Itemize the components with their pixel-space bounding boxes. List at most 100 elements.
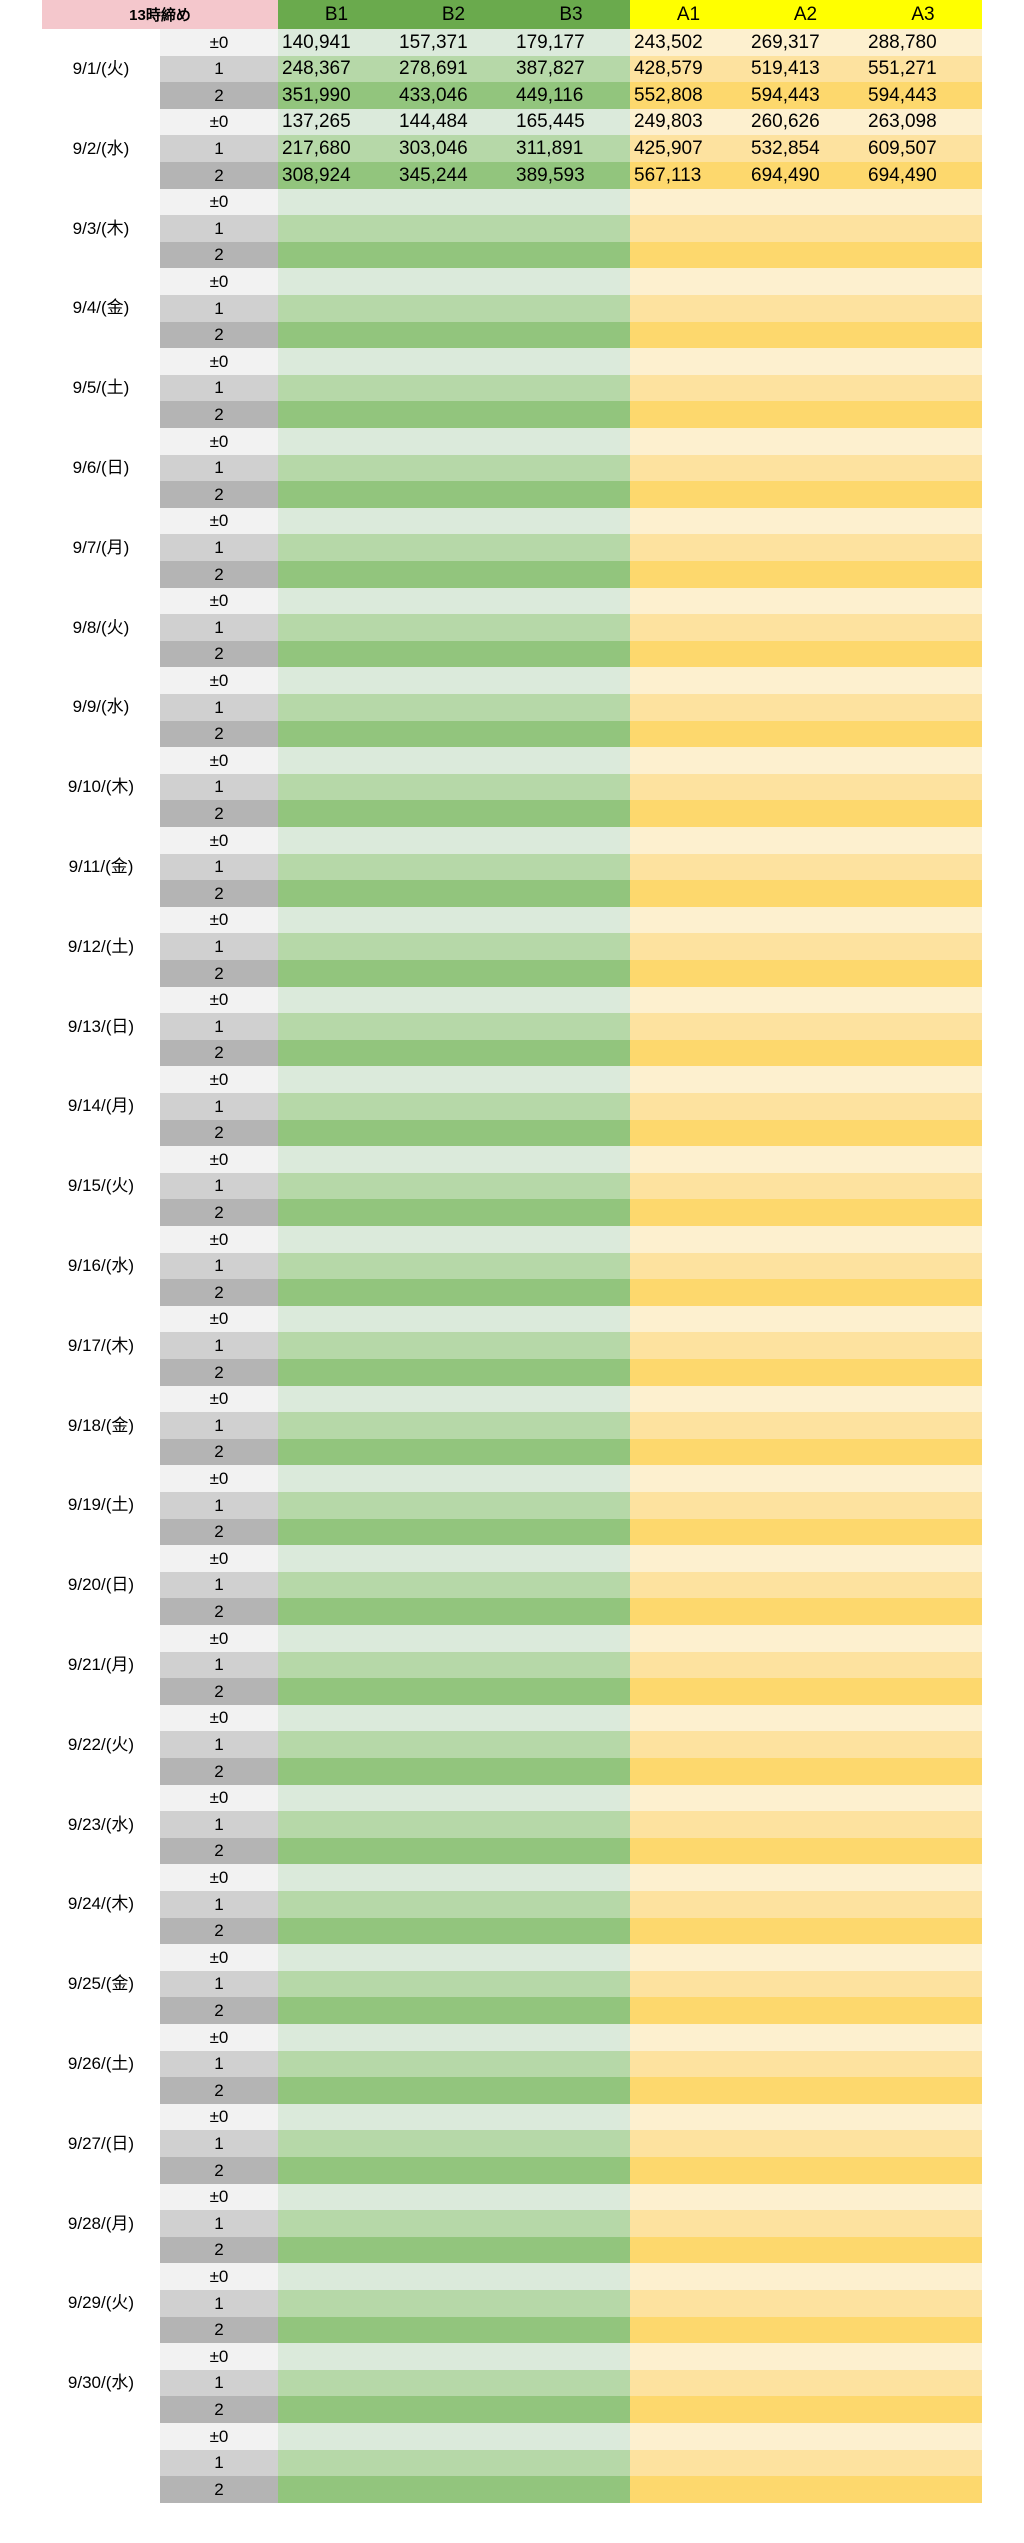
data-cell-a2[interactable] xyxy=(747,455,864,482)
data-cell-a1[interactable] xyxy=(630,1226,747,1253)
data-cell-b3[interactable] xyxy=(512,1492,629,1519)
data-cell-a2[interactable] xyxy=(747,1678,864,1705)
data-cell-a1[interactable] xyxy=(630,348,747,375)
data-cell-a1[interactable] xyxy=(630,1731,747,1758)
data-cell-a2[interactable] xyxy=(747,2024,864,2051)
data-cell-a2[interactable] xyxy=(747,428,864,455)
data-cell-a2[interactable] xyxy=(747,2263,864,2290)
data-cell-b1[interactable] xyxy=(278,1918,395,1945)
data-cell-b3[interactable] xyxy=(512,1971,629,1998)
data-cell-b1[interactable] xyxy=(278,721,395,748)
data-cell-b1[interactable] xyxy=(278,1279,395,1306)
date-label[interactable]: 9/18/(金) xyxy=(67,1415,135,1435)
offset-cell[interactable]: 1 xyxy=(160,135,278,163)
data-cell-a1[interactable] xyxy=(630,2024,747,2051)
data-cell-b2[interactable] xyxy=(395,933,512,960)
offset-cell[interactable]: 2 xyxy=(160,1199,278,1227)
offset-cell[interactable]: 2 xyxy=(160,1917,278,1945)
data-cell-b3[interactable] xyxy=(512,2423,629,2450)
data-cell-a1[interactable] xyxy=(630,880,747,907)
offset-cell[interactable]: ±0 xyxy=(160,1226,278,1253)
data-cell-a2[interactable] xyxy=(747,1093,864,1120)
data-cell-a2[interactable] xyxy=(747,1918,864,1945)
data-cell-b2[interactable]: 433,046 xyxy=(399,84,468,106)
data-cell-b1[interactable] xyxy=(278,933,395,960)
data-cell-b2[interactable] xyxy=(395,561,512,588)
data-cell-b2[interactable] xyxy=(395,481,512,508)
data-cell-b2[interactable] xyxy=(395,1625,512,1652)
data-cell-a3[interactable] xyxy=(864,2317,981,2344)
data-cell-a3[interactable] xyxy=(864,2184,981,2211)
data-cell-a2[interactable] xyxy=(747,880,864,907)
data-cell-b1[interactable] xyxy=(278,2450,395,2477)
data-cell-b3[interactable] xyxy=(512,1066,629,1093)
data-cell-b1[interactable] xyxy=(278,1173,395,1200)
data-cell-a3[interactable]: 263,098 xyxy=(868,111,937,133)
data-cell-b3[interactable] xyxy=(512,1040,629,1067)
data-cell-b2[interactable] xyxy=(395,1731,512,1758)
data-cell-b1[interactable] xyxy=(278,1040,395,1067)
data-cell-a3[interactable] xyxy=(864,534,981,561)
data-cell-a3[interactable] xyxy=(864,1386,981,1413)
data-cell-b3[interactable] xyxy=(512,1838,629,1865)
data-cell-a3[interactable] xyxy=(864,1997,981,2024)
data-cell-a2[interactable] xyxy=(747,1040,864,1067)
data-cell-a3[interactable] xyxy=(864,401,981,428)
data-cell-b1[interactable] xyxy=(278,1253,395,1280)
data-cell-b1[interactable] xyxy=(278,667,395,694)
offset-cell[interactable]: 1 xyxy=(160,215,278,243)
data-cell-a3[interactable] xyxy=(864,1785,981,1812)
data-cell-a3[interactable] xyxy=(864,1891,981,1918)
data-cell-b1[interactable] xyxy=(278,508,395,535)
data-cell-b3[interactable] xyxy=(512,1359,629,1386)
offset-cell[interactable]: 2 xyxy=(160,1279,278,1307)
data-cell-a3[interactable] xyxy=(864,854,981,881)
data-cell-b2[interactable] xyxy=(395,854,512,881)
data-cell-a2[interactable] xyxy=(747,2423,864,2450)
data-cell-b3[interactable]: 387,827 xyxy=(516,58,585,80)
column-header-a1[interactable]: A1 xyxy=(630,0,747,29)
data-cell-b3[interactable] xyxy=(512,2290,629,2317)
data-cell-a1[interactable] xyxy=(630,1093,747,1120)
data-cell-a2[interactable] xyxy=(747,641,864,668)
data-cell-b1[interactable] xyxy=(278,561,395,588)
offset-cell[interactable]: 1 xyxy=(160,2050,278,2078)
data-cell-a2[interactable] xyxy=(747,1226,864,1253)
data-cell-a2[interactable] xyxy=(747,1652,864,1679)
offset-cell[interactable]: 1 xyxy=(160,295,278,322)
offset-cell[interactable]: ±0 xyxy=(160,986,278,1014)
data-cell-b2[interactable] xyxy=(395,1093,512,1120)
data-cell-b2[interactable] xyxy=(395,667,512,694)
data-cell-b3[interactable] xyxy=(512,1199,629,1226)
offset-cell[interactable]: 2 xyxy=(160,2316,278,2344)
data-cell-a3[interactable] xyxy=(864,2450,981,2477)
data-cell-b1[interactable]: 217,680 xyxy=(282,137,351,159)
offset-cell[interactable]: ±0 xyxy=(160,667,278,695)
offset-cell[interactable]: 2 xyxy=(160,1758,278,1785)
data-cell-a2[interactable] xyxy=(747,1758,864,1785)
offset-cell[interactable]: 2 xyxy=(160,561,278,588)
data-cell-a1[interactable] xyxy=(630,375,747,402)
data-cell-a1[interactable] xyxy=(630,2450,747,2477)
data-cell-b1[interactable] xyxy=(278,588,395,615)
data-cell-b2[interactable]: 278,691 xyxy=(399,58,468,80)
data-cell-a2[interactable] xyxy=(747,2317,864,2344)
offset-cell[interactable]: 1 xyxy=(160,454,278,482)
data-cell-b1[interactable] xyxy=(278,215,395,242)
data-cell-a3[interactable] xyxy=(864,1040,981,1067)
data-cell-a2[interactable] xyxy=(747,295,864,322)
offset-cell[interactable]: 1 xyxy=(160,1252,278,1280)
data-cell-a2[interactable] xyxy=(747,1386,864,1413)
data-cell-b2[interactable] xyxy=(395,2077,512,2104)
date-label[interactable]: 9/26/(土) xyxy=(67,2053,135,2073)
offset-cell[interactable]: 1 xyxy=(160,1172,278,1200)
data-cell-a3[interactable] xyxy=(864,960,981,987)
data-cell-b3[interactable] xyxy=(512,2130,629,2157)
data-cell-a3[interactable] xyxy=(864,1811,981,1838)
data-cell-a1[interactable] xyxy=(630,1545,747,1572)
data-cell-b2[interactable] xyxy=(395,1519,512,1546)
data-cell-b3[interactable] xyxy=(512,1678,629,1705)
data-cell-b2[interactable] xyxy=(395,2184,512,2211)
data-cell-b3[interactable] xyxy=(512,2396,629,2423)
data-cell-b2[interactable] xyxy=(395,641,512,668)
